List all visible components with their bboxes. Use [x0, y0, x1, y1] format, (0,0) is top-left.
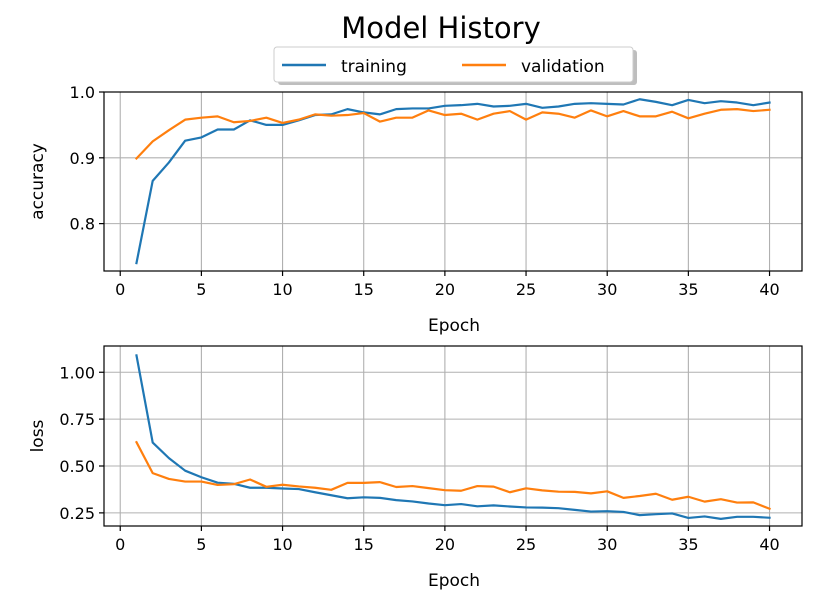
accuracy-xtick-label-6: 30 [597, 280, 617, 299]
accuracy-xtick-label-7: 35 [678, 280, 698, 299]
legend-label-training: training [341, 57, 407, 77]
loss-xtick-label-3: 15 [354, 535, 374, 554]
accuracy-line-validation [134, 108, 771, 161]
accuracy-xtick-label-4: 20 [435, 280, 455, 299]
legend-label-validation: validation [521, 57, 605, 77]
accuracy-ytick-label-1: 0.9 [70, 149, 95, 168]
accuracy-ytick-label-2: 1.0 [70, 83, 95, 102]
loss-xtick-label-7: 35 [678, 535, 698, 554]
loss-xtick-label-5: 25 [516, 535, 536, 554]
accuracy-xlabel: Epoch [428, 316, 480, 336]
accuracy-xtick-label-1: 5 [196, 280, 206, 299]
accuracy-xtick-label-5: 25 [516, 280, 536, 299]
loss-xlabel: Epoch [428, 571, 480, 591]
chart-title: Model History [341, 11, 540, 45]
loss-xtick-label-8: 40 [759, 535, 779, 554]
accuracy-ylabel: accuracy [28, 143, 48, 220]
loss-ylabel: loss [28, 419, 48, 452]
loss-line-validation [134, 440, 771, 511]
loss-xtick-label-0: 0 [115, 535, 125, 554]
loss-xtick-label-6: 30 [597, 535, 617, 554]
loss-xtick-label-4: 20 [435, 535, 455, 554]
loss-ytick-label-3: 1.00 [59, 363, 95, 382]
accuracy-xtick-label-0: 0 [115, 280, 125, 299]
legend-box [273, 46, 634, 83]
accuracy-line-training [135, 98, 771, 265]
loss-line-training [135, 354, 771, 520]
accuracy-xtick-label-8: 40 [759, 280, 779, 299]
loss-xtick-label-2: 10 [272, 535, 292, 554]
accuracy-subplot: 0 5 10 15 20 25 30 35 40 0.8 0.9 1.0 Epoch accuracy [28, 83, 803, 336]
accuracy-xtick-label-2: 10 [272, 280, 292, 299]
legend: training validation [273, 46, 637, 85]
loss-xtick-label-1: 5 [196, 535, 206, 554]
loss-ytick-label-1: 0.50 [59, 457, 95, 476]
accuracy-axes-frame [103, 91, 803, 272]
loss-ytick-label-0: 0.25 [59, 504, 95, 523]
loss-subplot: 0 5 10 15 20 25 30 35 40 0.25 0.50 0.75 1.00 Epoch los… [28, 345, 803, 591]
accuracy-xtick-label-3: 15 [354, 280, 374, 299]
accuracy-ytick-label-0: 0.8 [70, 215, 95, 234]
loss-ytick-label-2: 0.75 [59, 410, 95, 429]
loss-axes-frame [103, 345, 803, 527]
